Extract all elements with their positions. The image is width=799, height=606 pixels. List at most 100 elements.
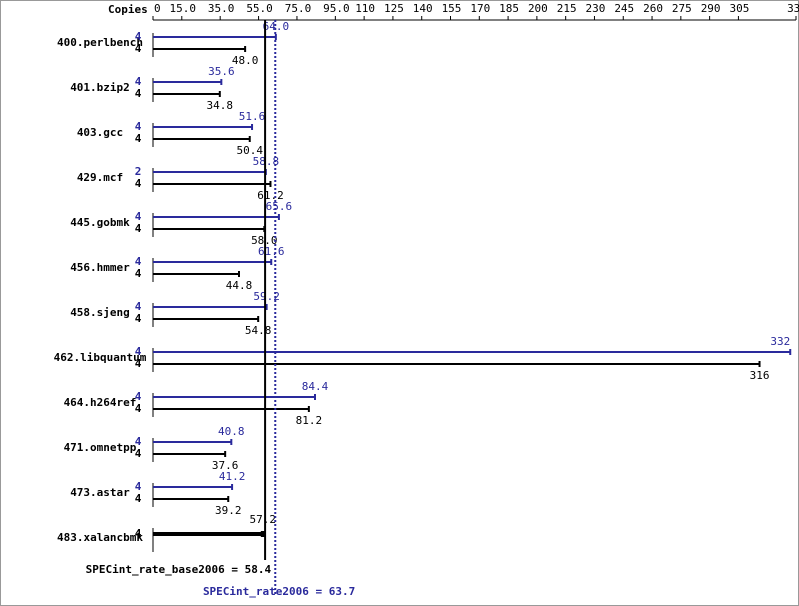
- summary-label: SPECint_rate2006 = 63.7: [203, 585, 355, 598]
- x-tick-label: 260: [643, 2, 663, 15]
- base-value-label: 48.0: [232, 54, 259, 67]
- base-copies: 4: [135, 222, 142, 235]
- base-copies: 4: [135, 402, 142, 415]
- peak-bar: [153, 214, 280, 220]
- x-tick-label: 155: [442, 2, 462, 15]
- peak-bar: [153, 124, 254, 130]
- base-value-label: 44.8: [226, 279, 253, 292]
- peak-copies: 4: [135, 30, 142, 43]
- peak-copies: 4: [135, 345, 142, 358]
- peak-bar: [153, 484, 234, 490]
- peak-bar: [153, 349, 792, 355]
- peak-bar: [153, 79, 223, 85]
- base-copies: 4: [135, 132, 142, 145]
- base-bar: [153, 496, 230, 502]
- x-tick-label: 110: [355, 2, 375, 15]
- base-bar: [153, 451, 227, 457]
- peak-bar: [153, 394, 316, 400]
- peak-value-label: 35.6: [208, 65, 235, 78]
- benchmark-label: 483.xalancbmk: [57, 531, 143, 544]
- base-value-label: 34.8: [207, 99, 234, 112]
- x-tick-label: 230: [586, 2, 606, 15]
- base-bar: [153, 46, 247, 52]
- peak-value-label: 41.2: [219, 470, 246, 483]
- base-value-label: 57.2: [250, 513, 277, 526]
- copies-header: Copies: [108, 3, 148, 16]
- peak-copies: 4: [135, 120, 142, 133]
- base-value-label: 50.4: [236, 144, 263, 157]
- base-copies: 4: [135, 527, 142, 540]
- base-copies: 4: [135, 447, 142, 460]
- base-copies: 4: [135, 312, 142, 325]
- base-bar: [153, 91, 221, 97]
- peak-copies: 4: [135, 75, 142, 88]
- benchmark-label: 403.gcc: [77, 126, 123, 139]
- base-copies: 4: [135, 177, 142, 190]
- base-bar: [153, 361, 761, 367]
- benchmark-label: 445.gobmk: [70, 216, 130, 229]
- benchmark-label: 471.omnetpp: [64, 441, 137, 454]
- base-bar: [153, 271, 240, 277]
- x-tick-label: 170: [470, 2, 490, 15]
- x-tick-label: 95.0: [323, 2, 350, 15]
- base-value-label: 39.2: [215, 504, 242, 517]
- x-tick-label: 215: [557, 2, 577, 15]
- base-bar: [153, 136, 251, 142]
- base-copies: 4: [135, 267, 142, 280]
- peak-copies: 4: [135, 435, 142, 448]
- peak-bar: [153, 304, 268, 310]
- base-bar: [153, 531, 265, 537]
- base-value-label: 316: [750, 369, 770, 382]
- base-bar: [153, 406, 310, 412]
- benchmark-label: 464.h264ref: [64, 396, 137, 409]
- base-bar: [153, 181, 272, 187]
- x-tick-label: 245: [614, 2, 634, 15]
- x-tick-label: 55.0: [246, 2, 273, 15]
- peak-copies: 4: [135, 210, 142, 223]
- base-value-label: 81.2: [296, 414, 323, 427]
- peak-copies: 4: [135, 300, 142, 313]
- x-tick-label: 15.0: [170, 2, 197, 15]
- peak-value-label: 332: [770, 335, 790, 348]
- peak-bar: [153, 439, 233, 445]
- peak-bar: [153, 259, 273, 265]
- summary-label: SPECint_rate_base2006 = 58.4: [86, 563, 272, 576]
- x-tick-label: 290: [701, 2, 721, 15]
- base-copies: 4: [135, 357, 142, 370]
- x-tick-label: 275: [672, 2, 692, 15]
- base-copies: 4: [135, 42, 142, 55]
- peak-value-label: 61.6: [258, 245, 285, 258]
- peak-value-label: 65.6: [266, 200, 293, 213]
- base-value-label: 54.8: [245, 324, 272, 337]
- peak-copies: 4: [135, 480, 142, 493]
- x-tick-label: 200: [528, 2, 548, 15]
- base-value-label: 37.6: [212, 459, 239, 472]
- peak-value-label: 40.8: [218, 425, 245, 438]
- benchmark-label: 400.perlbench: [57, 36, 143, 49]
- x-tick-label: 75.0: [285, 2, 312, 15]
- benchmark-label: 401.bzip2: [70, 81, 130, 94]
- peak-value-label: 51.6: [239, 110, 266, 123]
- base-value-label: 61.2: [257, 189, 284, 202]
- benchmark-label: 429.mcf: [77, 171, 123, 184]
- peak-value-label: 84.4: [302, 380, 329, 393]
- benchmark-label: 473.astar: [70, 486, 130, 499]
- x-tick-label: 140: [413, 2, 433, 15]
- base-bar: [153, 316, 260, 322]
- peak-copies: 2: [135, 165, 142, 178]
- benchmark-label: 456.hmmer: [70, 261, 130, 274]
- x-tick-label: 185: [499, 2, 519, 15]
- base-copies: 4: [135, 492, 142, 505]
- base-copies: 4: [135, 87, 142, 100]
- x-tick-label: 335: [787, 2, 799, 15]
- benchmark-label: 462.libquantum: [54, 351, 147, 364]
- peak-copies: 4: [135, 255, 142, 268]
- x-tick-label: 35.0: [208, 2, 235, 15]
- x-tick-label: 305: [729, 2, 749, 15]
- peak-value-label: 64.0: [263, 20, 290, 33]
- x-tick-label: 125: [384, 2, 404, 15]
- peak-value-label: 59.2: [253, 290, 280, 303]
